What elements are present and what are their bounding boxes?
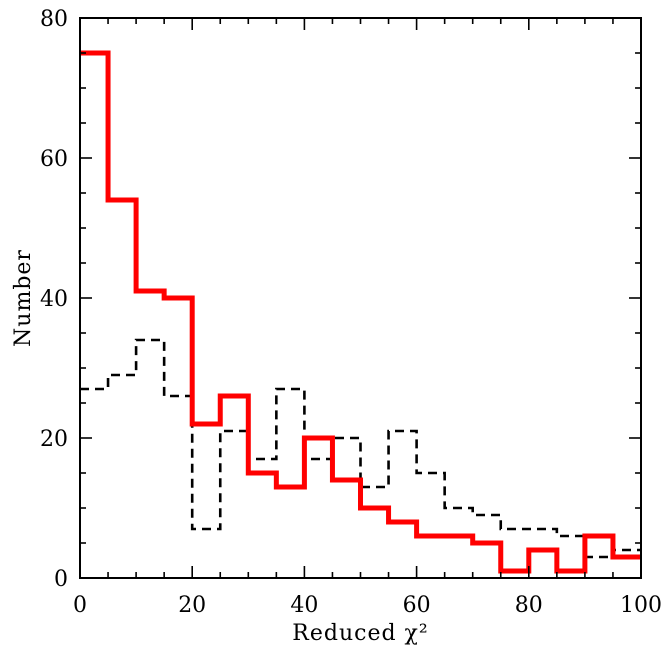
tick-layer xyxy=(79,17,642,579)
dashed-series-line xyxy=(80,338,641,559)
red-series-line xyxy=(80,50,641,574)
y-tick-label: 20 xyxy=(40,427,68,452)
x-axis-label: Reduced χ² xyxy=(292,621,428,646)
y-axis-label: Number xyxy=(11,249,36,347)
y-tick-label: 0 xyxy=(54,567,68,592)
y-tick-label: 80 xyxy=(40,7,68,32)
series-layer xyxy=(80,50,641,574)
tick-label-layer: 0 20 40 60 80 100 0 20 40 60 80 xyxy=(40,7,662,618)
y-tick-label: 40 xyxy=(40,287,68,312)
x-tick-label: 80 xyxy=(515,593,543,618)
x-tick-label: 0 xyxy=(73,593,87,618)
x-tick-label: 20 xyxy=(178,593,206,618)
x-tick-label: 100 xyxy=(620,593,662,618)
y-tick-label: 60 xyxy=(40,147,68,172)
x-tick-label: 40 xyxy=(290,593,318,618)
x-tick-label: 60 xyxy=(403,593,431,618)
